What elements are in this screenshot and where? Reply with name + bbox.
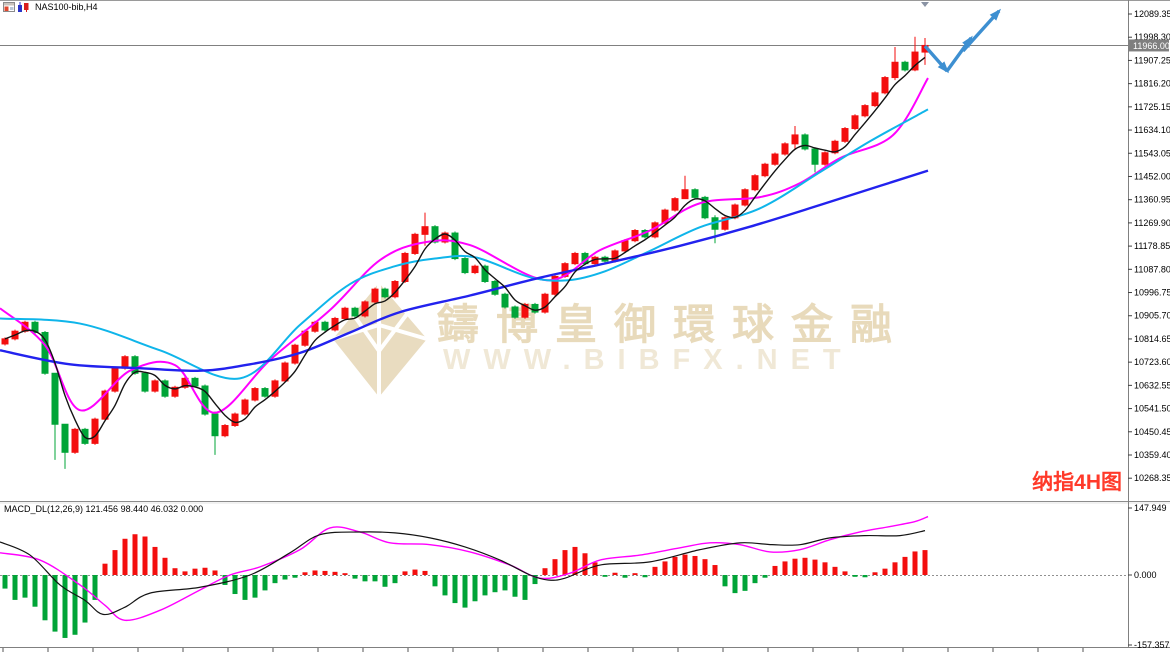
svg-text:10996.75: 10996.75 [1134,288,1170,298]
forecast-arrows[interactable] [923,8,1002,74]
price-axis[interactable]: 12089.35 11998.30 11907.25 11816.20 11725.15… [1128,9,1170,483]
svg-text:10723.60: 10723.60 [1134,357,1170,367]
ma-line-slow-cyan [0,108,929,380]
scroll-marker-icon[interactable] [921,2,929,7]
svg-text:11634.10: 11634.10 [1134,125,1170,135]
svg-text:11360.95: 11360.95 [1134,195,1170,205]
svg-text:11816.20: 11816.20 [1134,79,1170,89]
svg-text:12089.35: 12089.35 [1134,9,1170,19]
svg-text:11725.15: 11725.15 [1134,102,1170,112]
svg-text:0.000: 0.000 [1134,570,1157,580]
svg-text:11087.80: 11087.80 [1134,264,1170,274]
ma-line-slowest-blue [0,169,929,373]
svg-text:11178.85: 11178.85 [1134,241,1170,251]
trend-annotation-label[interactable]: 纳指4H图 [1032,471,1122,494]
macd-main-line [0,530,926,616]
svg-text:10541.50: 10541.50 [1134,404,1170,414]
candlestick-icon [18,2,29,12]
svg-text:11452.00: 11452.00 [1134,171,1170,181]
svg-text:11543.05: 11543.05 [1134,148,1170,158]
bar-chart-icon [3,2,15,12]
svg-text:10814.65: 10814.65 [1134,334,1170,344]
time-axis-ticks[interactable] [2,648,1084,652]
svg-text:11998.30: 11998.30 [1134,32,1170,42]
macd-axis[interactable]: 147.949 0.000 -157.357 [1128,503,1170,650]
macd-indicator-label: MACD_DL(12,26,9) 121.456 98.440 46.032 0… [4,504,204,514]
current-price-badge: 11966.00 [1129,39,1170,52]
ma-line-medium-magenta [0,77,929,414]
symbol-timeframe-label: NAS100-bib,H4 [3,2,98,12]
macd-histogram [2,534,928,638]
svg-text:-157.357: -157.357 [1134,640,1170,650]
ma-line-fast-black [4,56,926,440]
macd-signal-line [0,515,929,622]
candles-group[interactable] [1,36,929,469]
watermark-url-text: WWW.BIBFX.NET [443,344,854,376]
svg-text:147.949: 147.949 [1134,503,1167,513]
svg-text:10632.55: 10632.55 [1134,380,1170,390]
svg-text:10359.40: 10359.40 [1134,450,1170,460]
svg-text:10905.70: 10905.70 [1134,311,1170,321]
svg-text:10450.45: 10450.45 [1134,427,1170,437]
svg-text:11269.90: 11269.90 [1134,218,1170,228]
svg-text:10268.35: 10268.35 [1134,473,1170,483]
svg-text:11907.25: 11907.25 [1134,55,1170,65]
symbol-text: NAS100-bib,H4 [35,2,98,12]
svg-text:11966.00: 11966.00 [1133,41,1170,51]
